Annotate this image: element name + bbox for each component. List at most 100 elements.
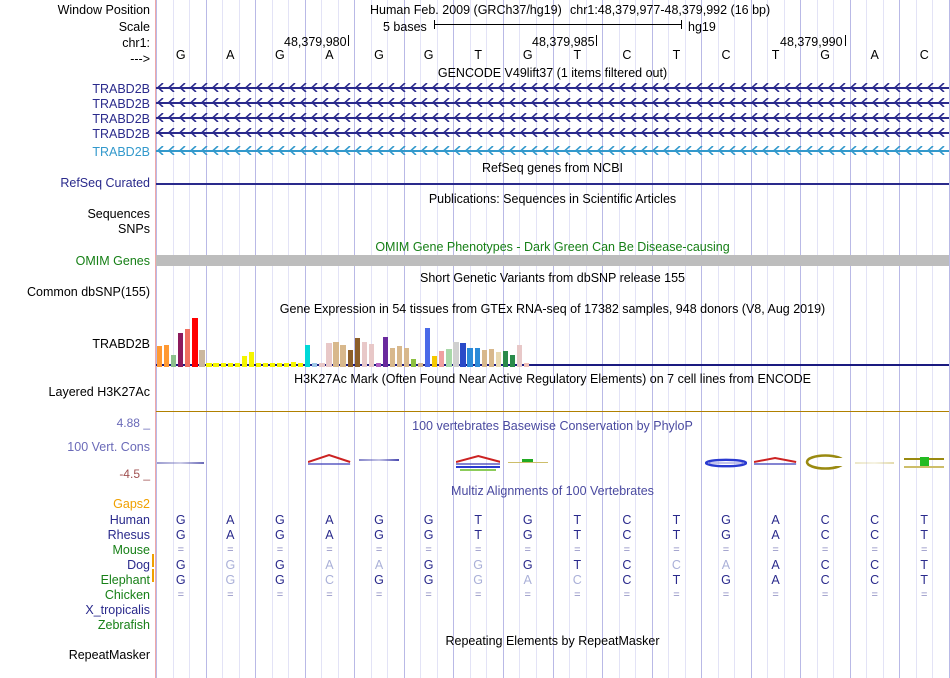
- track-label-h3k27ac[interactable]: Layered H3K27Ac: [48, 385, 150, 399]
- gtex-bar[interactable]: [495, 352, 501, 364]
- gtex-bar[interactable]: [368, 344, 374, 364]
- species-label-zebrafish[interactable]: Zebrafish: [97, 618, 150, 632]
- gtex-bar[interactable]: [509, 355, 516, 364]
- gtex-bar[interactable]: [354, 338, 360, 364]
- gtex-bar[interactable]: [460, 343, 466, 364]
- gtex-bar[interactable]: [269, 362, 276, 364]
- species-label-rhesus[interactable]: Rhesus: [107, 528, 150, 542]
- gtex-bar[interactable]: [523, 362, 530, 364]
- gtex-bar[interactable]: [262, 362, 269, 364]
- gtex-bar[interactable]: [502, 351, 508, 364]
- alignment-base: C: [870, 513, 880, 527]
- gene-row-5[interactable]: [156, 145, 949, 156]
- gtex-bar[interactable]: [403, 348, 410, 364]
- track-label-gencode-4[interactable]: TRABD2B: [92, 127, 150, 141]
- alignment-base: C: [622, 513, 632, 527]
- gtex-bar[interactable]: [305, 345, 311, 364]
- scale-caption: 5 bases: [383, 20, 427, 34]
- alignment-base: C: [671, 558, 681, 572]
- track-label-gtex[interactable]: TRABD2B: [92, 337, 150, 351]
- gene-row-3[interactable]: [156, 112, 949, 123]
- gtex-strip-segment: [241, 364, 247, 367]
- gtex-bar[interactable]: [284, 362, 290, 364]
- gene-row-1[interactable]: [156, 82, 949, 93]
- gtex-bar[interactable]: [319, 363, 325, 364]
- gtex-bar[interactable]: [453, 342, 459, 364]
- gtex-expression-barchart[interactable]: [157, 318, 538, 364]
- gtex-bar[interactable]: [206, 362, 212, 364]
- gtex-bar[interactable]: [474, 348, 480, 364]
- track-label-omim[interactable]: OMIM Genes: [75, 254, 150, 268]
- species-label-elephant[interactable]: Elephant: [100, 573, 150, 587]
- gtex-bar[interactable]: [227, 362, 233, 364]
- track-label-gencode-5[interactable]: TRABD2B: [92, 145, 150, 159]
- gtex-bar[interactable]: [439, 351, 445, 364]
- gtex-bar[interactable]: [326, 343, 332, 364]
- track-label-cons[interactable]: 100 Vert. Cons: [67, 440, 150, 454]
- gene-row-2[interactable]: [156, 97, 949, 108]
- gtex-bar[interactable]: [418, 362, 424, 364]
- species-label-human[interactable]: Human: [109, 513, 150, 527]
- gtex-bar[interactable]: [220, 362, 226, 364]
- gtex-bar[interactable]: [213, 362, 219, 364]
- gtex-strip-segment: [284, 364, 290, 367]
- gtex-strip-segment: [467, 364, 473, 367]
- gtex-bar[interactable]: [157, 346, 163, 364]
- gtex-bar[interactable]: [255, 362, 262, 364]
- gtex-bar[interactable]: [291, 361, 297, 364]
- sequence-base: C: [721, 48, 731, 62]
- track-label-gaps2[interactable]: Gaps2: [113, 497, 150, 511]
- gtex-bar[interactable]: [375, 362, 381, 364]
- gtex-bar[interactable]: [467, 348, 473, 364]
- track-label-snps[interactable]: SNPs: [118, 222, 150, 236]
- gtex-bar[interactable]: [516, 345, 523, 364]
- track-label-gencode-1[interactable]: TRABD2B: [92, 82, 150, 96]
- gene-row-4[interactable]: [156, 127, 949, 138]
- alignment-base: =: [474, 589, 482, 601]
- gtex-bar[interactable]: [199, 350, 205, 364]
- species-label-mouse[interactable]: Mouse: [112, 543, 150, 557]
- track-label-refseq[interactable]: RefSeq Curated: [60, 176, 150, 190]
- gtex-bar[interactable]: [248, 352, 254, 364]
- cons-flat-segment: [157, 462, 205, 464]
- gtex-bar[interactable]: [333, 342, 339, 364]
- gtex-bar[interactable]: [446, 349, 452, 364]
- cons-flat-segment: [854, 462, 895, 464]
- gtex-bar[interactable]: [481, 350, 487, 364]
- omim-gene-block[interactable]: [156, 255, 949, 266]
- track-label-dbsnp[interactable]: Common dbSNP(155): [27, 285, 150, 299]
- sequence-base: G: [275, 48, 285, 62]
- refseq-feature-line[interactable]: [156, 183, 949, 185]
- gtex-bar[interactable]: [312, 362, 318, 364]
- gtex-bar[interactable]: [411, 359, 417, 364]
- gtex-bar[interactable]: [178, 333, 184, 364]
- gtex-bar[interactable]: [298, 362, 304, 364]
- species-label-chicken[interactable]: Chicken: [104, 588, 150, 602]
- ruler-tick-mark-1: [348, 35, 349, 46]
- gtex-bar[interactable]: [488, 349, 494, 364]
- gtex-bar[interactable]: [276, 362, 283, 364]
- gtex-bar[interactable]: [171, 355, 177, 364]
- phylop-conservation-plot[interactable]: [156, 432, 949, 474]
- track-label-sequences[interactable]: Sequences: [87, 207, 150, 221]
- gtex-bar[interactable]: [432, 356, 438, 364]
- gtex-bar[interactable]: [192, 318, 198, 364]
- gtex-bar[interactable]: [382, 337, 389, 364]
- gtex-bar[interactable]: [185, 329, 191, 364]
- track-label-repeatmasker[interactable]: RepeatMasker: [68, 648, 150, 662]
- gtex-bar[interactable]: [347, 350, 353, 364]
- species-label-xtropicalis[interactable]: X_tropicalis: [85, 603, 150, 617]
- gtex-bar[interactable]: [340, 345, 346, 364]
- gtex-bar[interactable]: [425, 328, 431, 364]
- sequence-base: G: [423, 48, 434, 62]
- gtex-bar[interactable]: [396, 346, 403, 364]
- gtex-bar[interactable]: [241, 356, 247, 364]
- cons-flat-segment: [359, 459, 399, 461]
- gtex-bar[interactable]: [164, 345, 170, 364]
- species-label-dog[interactable]: Dog: [127, 558, 150, 572]
- gtex-bar[interactable]: [389, 348, 396, 364]
- track-label-gencode-2[interactable]: TRABD2B: [92, 97, 150, 111]
- gtex-bar[interactable]: [361, 342, 367, 364]
- gtex-bar[interactable]: [234, 362, 240, 364]
- track-label-gencode-3[interactable]: TRABD2B: [92, 112, 150, 126]
